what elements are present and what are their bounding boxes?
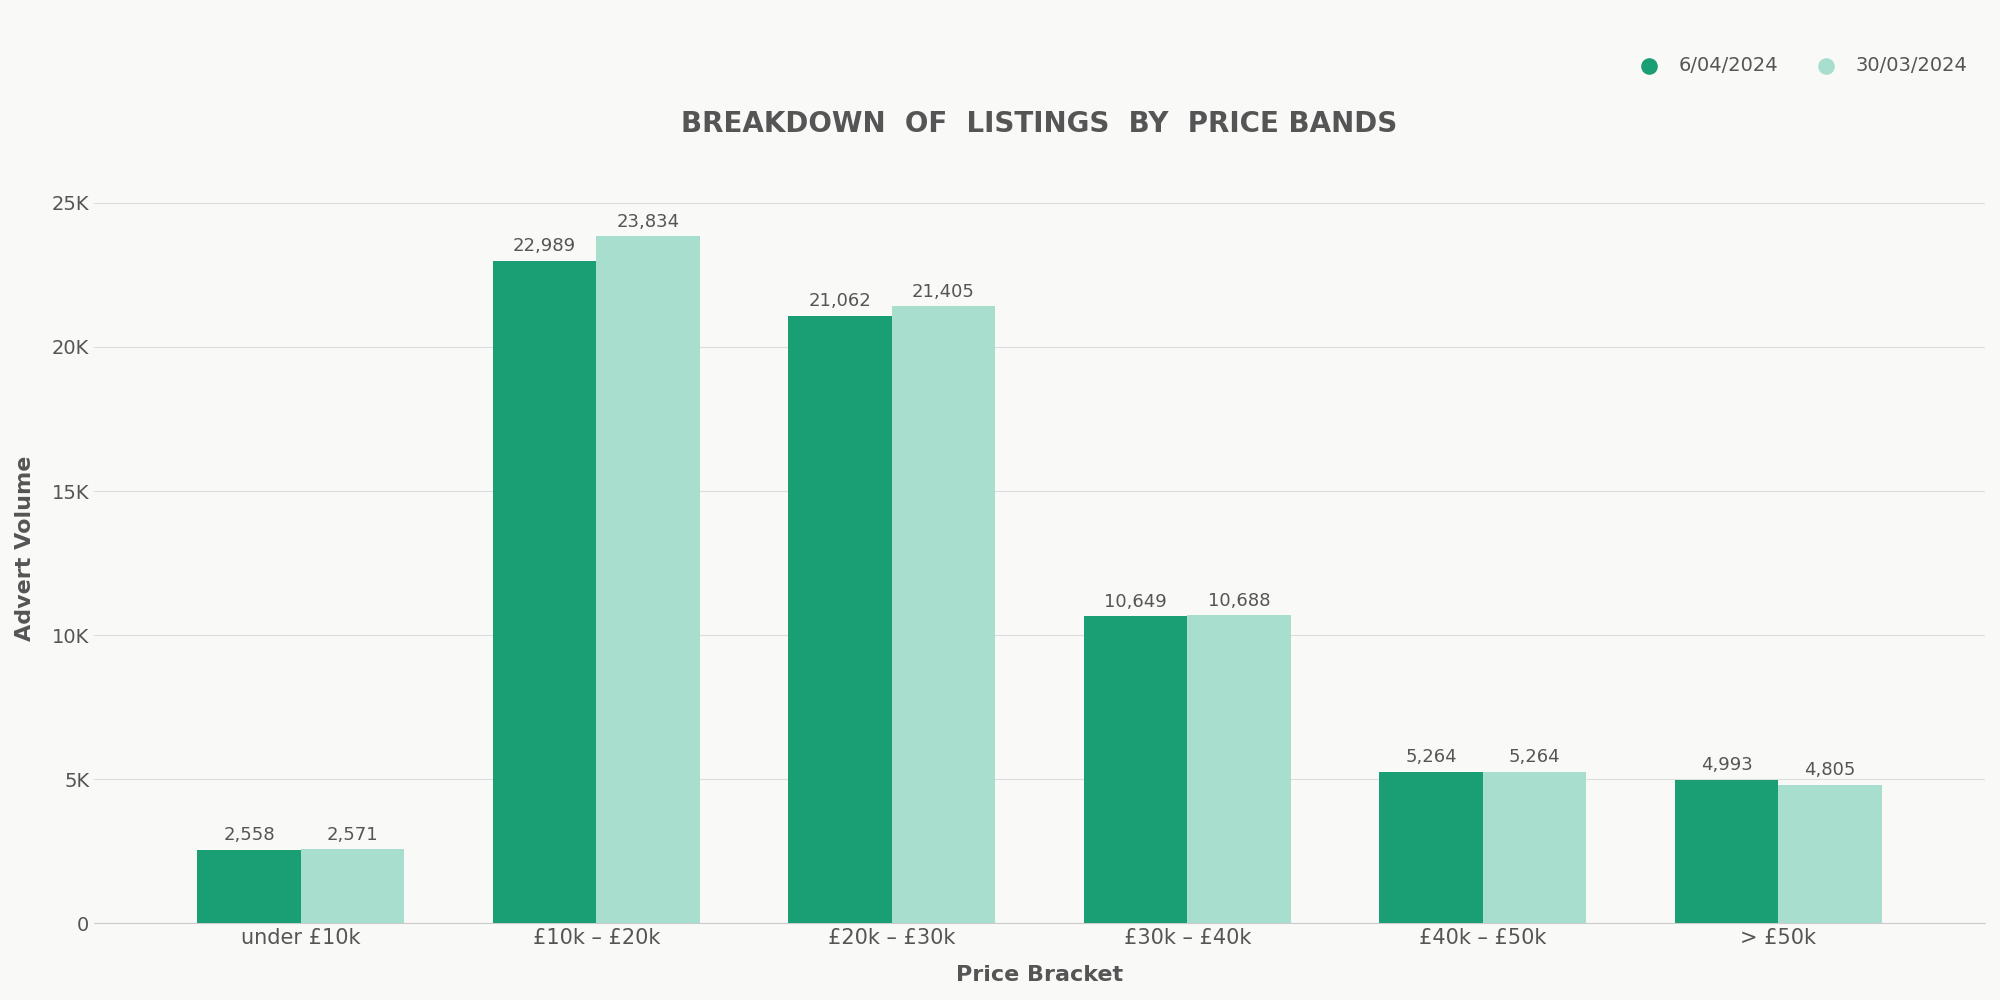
X-axis label: Price Bracket: Price Bracket [956, 965, 1124, 985]
Bar [596, 236, 700, 923]
Bar [892, 306, 996, 923]
Text: 10,649: 10,649 [1104, 593, 1166, 611]
Text: 23,834: 23,834 [616, 213, 680, 231]
Bar [788, 316, 892, 923]
Text: 22,989: 22,989 [514, 237, 576, 255]
Text: 5,264: 5,264 [1508, 748, 1560, 766]
Text: 2,558: 2,558 [224, 826, 274, 844]
Text: 5,264: 5,264 [1406, 748, 1456, 766]
Text: 4,993: 4,993 [1700, 756, 1752, 774]
Bar [1482, 772, 1586, 923]
Text: 2,571: 2,571 [326, 826, 378, 844]
Bar [1188, 615, 1290, 923]
Text: 21,062: 21,062 [808, 292, 872, 310]
Y-axis label: Advert Volume: Advert Volume [14, 456, 36, 641]
Bar [492, 261, 596, 923]
Bar [1778, 785, 1882, 923]
Bar [1674, 780, 1778, 923]
Bar [1084, 616, 1188, 923]
Text: 4,805: 4,805 [1804, 761, 1856, 779]
Bar [300, 849, 404, 923]
Text: 21,405: 21,405 [912, 283, 974, 301]
Legend: 6/04/2024, 30/03/2024: 6/04/2024, 30/03/2024 [1622, 49, 1976, 83]
Text: 10,688: 10,688 [1208, 592, 1270, 610]
Bar [1380, 772, 1482, 923]
Title: BREAKDOWN  OF  LISTINGS  BY  PRICE BANDS: BREAKDOWN OF LISTINGS BY PRICE BANDS [682, 110, 1398, 138]
Bar [198, 850, 300, 923]
